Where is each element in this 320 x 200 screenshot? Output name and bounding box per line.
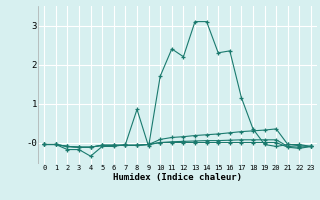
X-axis label: Humidex (Indice chaleur): Humidex (Indice chaleur) [113,173,242,182]
